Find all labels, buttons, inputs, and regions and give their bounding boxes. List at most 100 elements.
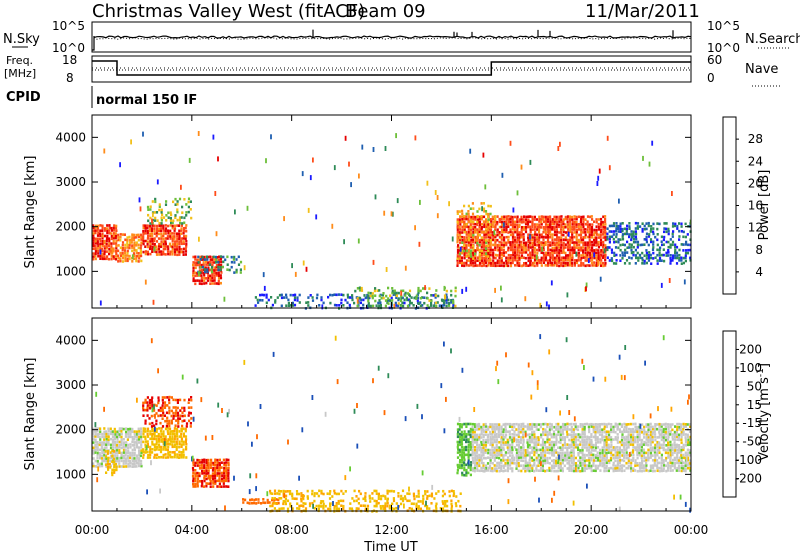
data-cell (518, 428, 520, 431)
data-cell (558, 242, 560, 245)
data-cell (142, 233, 144, 236)
data-cell (424, 493, 426, 496)
data-cell (678, 230, 680, 233)
data-cell (211, 259, 213, 262)
data-cell (121, 460, 123, 463)
data-cell (592, 464, 594, 467)
data-cell (107, 463, 109, 466)
data-cell (461, 256, 463, 259)
data-cell (378, 299, 380, 302)
data-cell (560, 244, 562, 247)
data-cell (176, 428, 178, 431)
data-cell (101, 436, 103, 439)
data-cell (179, 409, 181, 412)
data-cell (500, 451, 502, 454)
data-cell (162, 399, 164, 402)
data-cell (140, 252, 142, 255)
data-cell (604, 259, 606, 262)
data-cell (562, 467, 564, 470)
data-cell (562, 229, 564, 232)
data-cell (496, 446, 498, 449)
data-cell (595, 239, 597, 242)
data-cell (474, 462, 476, 465)
data-cell (480, 457, 482, 460)
data-cell (567, 218, 569, 221)
data-cell (242, 501, 244, 504)
data-cell (570, 444, 572, 447)
data-cell (507, 231, 509, 234)
data-cell (151, 396, 153, 399)
data-cell (153, 438, 155, 441)
data-cell (624, 252, 626, 255)
data-cell (453, 492, 455, 495)
data-cell (269, 505, 271, 508)
data-cell (487, 436, 489, 439)
data-cell (214, 464, 216, 467)
data-cell (597, 423, 599, 426)
data-cell (622, 243, 624, 246)
speckle (283, 216, 285, 221)
data-cell (111, 469, 113, 472)
data-cell (95, 460, 97, 463)
speckle (501, 297, 503, 302)
data-cell (472, 460, 474, 463)
data-cell (165, 214, 167, 217)
data-cell (483, 234, 485, 237)
data-cell (503, 218, 505, 221)
data-cell (461, 210, 463, 213)
data-cell (147, 237, 149, 240)
data-cell (338, 493, 340, 496)
data-cell (109, 466, 111, 469)
data-cell (567, 246, 569, 249)
data-cell (472, 202, 474, 205)
data-cell (99, 257, 101, 260)
data-cell (681, 262, 683, 265)
data-cell (177, 422, 179, 425)
data-cell (515, 467, 517, 470)
data-cell (521, 231, 523, 234)
data-cell (514, 246, 516, 249)
data-cell (161, 217, 163, 220)
data-cell (527, 452, 529, 455)
data-cell (219, 483, 221, 486)
data-cell (580, 241, 582, 244)
data-cell (470, 244, 472, 247)
data-cell (174, 225, 176, 228)
data-cell (468, 443, 470, 446)
data-cell (174, 456, 176, 459)
data-cell (133, 438, 135, 441)
data-cell (147, 220, 149, 223)
data-cell (528, 249, 530, 252)
data-cell (127, 452, 129, 455)
data-cell (164, 240, 166, 243)
data-cell (358, 507, 360, 510)
data-cell (167, 430, 169, 433)
data-cell (567, 241, 569, 244)
speckle (597, 181, 599, 186)
data-cell (609, 241, 611, 244)
data-cell (490, 229, 492, 232)
data-cell (149, 407, 151, 410)
data-cell (561, 257, 563, 260)
data-cell (532, 256, 534, 259)
data-cell (674, 246, 676, 249)
data-cell (527, 223, 529, 226)
data-cell (470, 231, 472, 234)
data-cell (188, 201, 190, 204)
data-cell (192, 480, 194, 483)
data-cell (511, 449, 513, 452)
speckle (469, 149, 471, 154)
data-cell (532, 234, 534, 237)
data-cell (266, 296, 268, 299)
data-cell (488, 218, 490, 221)
data-cell (538, 223, 540, 226)
speckle (142, 132, 144, 137)
data-cell (588, 451, 590, 454)
data-cell (203, 263, 205, 266)
data-cell (160, 250, 162, 253)
data-cell (541, 236, 543, 239)
data-cell (492, 259, 494, 262)
data-cell (511, 428, 513, 431)
data-cell (535, 467, 537, 470)
data-cell (113, 461, 115, 464)
